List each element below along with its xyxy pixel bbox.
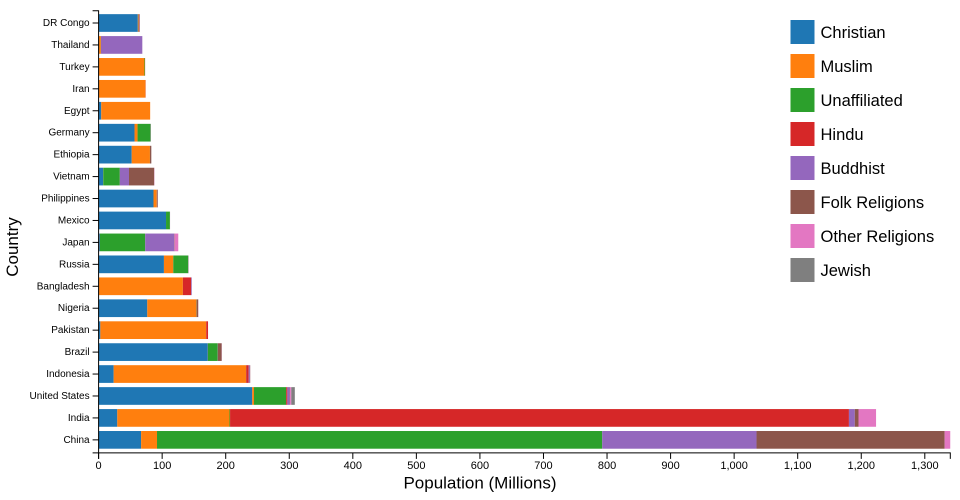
svg-text:Turkey: Turkey [59, 62, 89, 73]
svg-text:Vietnam: Vietnam [53, 172, 90, 183]
svg-text:Brazil: Brazil [65, 347, 90, 358]
svg-text:Jewish: Jewish [821, 262, 871, 280]
svg-text:Christian: Christian [821, 24, 886, 42]
svg-text:600: 600 [471, 460, 489, 472]
svg-text:900: 900 [661, 460, 679, 472]
svg-text:Other Religions: Other Religions [821, 228, 935, 246]
svg-text:Ethiopia: Ethiopia [53, 150, 90, 161]
svg-text:Mexico: Mexico [58, 215, 90, 226]
svg-text:700: 700 [534, 460, 552, 472]
svg-text:500: 500 [407, 460, 425, 472]
svg-text:1,100: 1,100 [784, 460, 812, 472]
svg-text:Iran: Iran [72, 84, 89, 95]
svg-text:400: 400 [344, 460, 362, 472]
svg-text:Philippines: Philippines [41, 194, 89, 205]
svg-text:1,000: 1,000 [720, 460, 748, 472]
svg-text:Germany: Germany [48, 128, 89, 139]
svg-text:300: 300 [280, 460, 298, 472]
svg-text:200: 200 [217, 460, 235, 472]
svg-text:1,300: 1,300 [911, 460, 939, 472]
svg-text:Hindu: Hindu [821, 126, 864, 144]
svg-text:1,200: 1,200 [847, 460, 875, 472]
svg-text:Russia: Russia [59, 259, 90, 270]
svg-text:Bangladesh: Bangladesh [37, 281, 90, 292]
svg-text:India: India [68, 413, 90, 424]
svg-text:China: China [63, 435, 90, 446]
svg-text:0: 0 [96, 460, 102, 472]
svg-text:Country: Country [3, 217, 22, 277]
svg-text:Unaffiliated: Unaffiliated [821, 92, 903, 110]
svg-text:Indonesia: Indonesia [46, 369, 90, 380]
svg-text:Egypt: Egypt [64, 106, 90, 117]
svg-text:Pakistan: Pakistan [51, 325, 89, 336]
svg-text:United States: United States [30, 391, 90, 402]
svg-text:DR Congo: DR Congo [43, 18, 90, 29]
svg-text:Folk Religions: Folk Religions [821, 194, 925, 212]
svg-text:800: 800 [598, 460, 616, 472]
svg-text:Japan: Japan [62, 237, 89, 248]
svg-text:Muslim: Muslim [821, 58, 873, 76]
svg-text:Thailand: Thailand [51, 40, 89, 51]
svg-text:Buddhist: Buddhist [821, 160, 886, 178]
svg-text:Population (Millions): Population (Millions) [403, 474, 556, 493]
svg-text:Nigeria: Nigeria [58, 303, 90, 314]
svg-text:100: 100 [153, 460, 171, 472]
